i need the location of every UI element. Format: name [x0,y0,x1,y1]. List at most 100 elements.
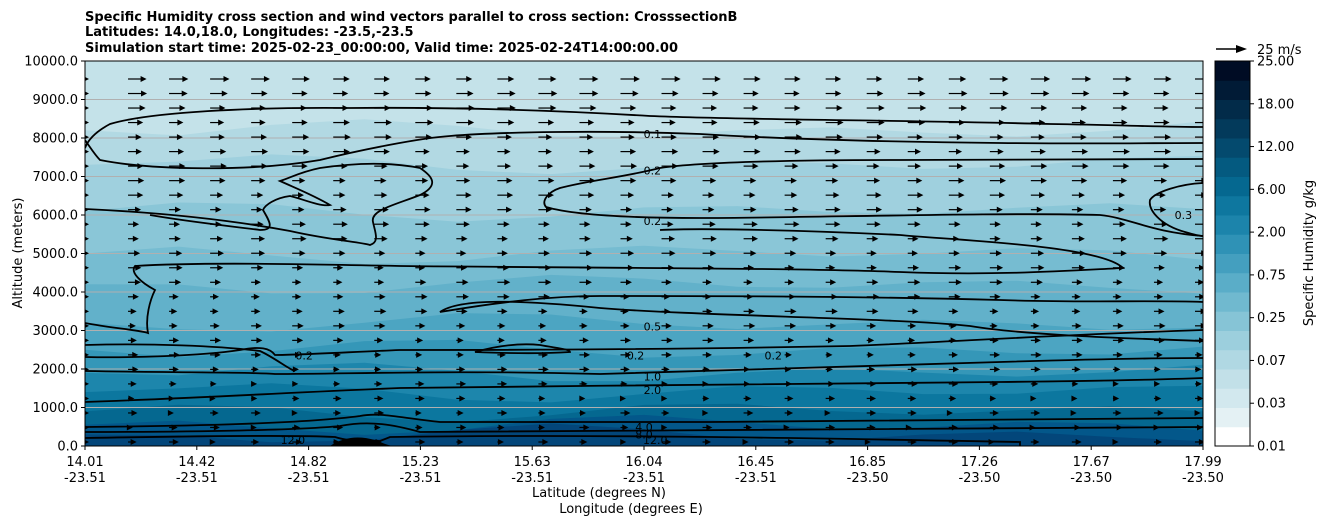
colorbar-segment [1215,388,1250,408]
wind-vector [251,337,263,344]
wind-vector [538,351,549,358]
wind-vector [1153,148,1172,155]
wind-vector [784,221,800,228]
wind-vector [702,409,709,416]
wind-vector [251,192,264,199]
wind-vector [579,250,593,257]
wind-vector [497,424,505,431]
wind-vector [579,424,590,431]
wind-vector [128,380,137,387]
wind-vector [1112,424,1123,431]
y-axis-label: Altitude (meters) [11,198,26,309]
wind-vector [251,380,258,387]
wind-vector [1071,395,1078,402]
contour-label: 0.2 [627,350,645,363]
wind-vector [1071,337,1083,344]
wind-vector [661,439,672,445]
wind-vector [169,221,181,228]
wind-vector [126,424,133,431]
wind-vector [1195,279,1203,286]
wind-vector [209,439,216,445]
colorbar-tick-label: 0.01 [1257,440,1286,455]
wind-vector [497,351,506,358]
wind-vector [456,322,466,329]
wind-vector [1071,134,1087,141]
wind-vector [128,293,139,300]
contour-line-0.2-mid [85,228,1126,335]
wind-vector [251,250,266,257]
wind-vector [989,221,1001,228]
wind-vector [210,235,224,242]
wind-vector [907,134,923,141]
wind-vector [907,395,917,402]
y-tick-label: 3000.0 [33,324,79,339]
contour-line-0.5 [85,329,1203,359]
wind-vector [989,293,1001,300]
wind-vector [784,235,799,242]
wind-vector [1030,351,1042,358]
wind-vector [1030,366,1041,373]
wind-vector [415,380,425,387]
contour-line-0.2-upper [85,162,433,246]
wind-vector [128,206,142,213]
wind-vector [333,90,349,97]
wind-vector [702,235,717,242]
wind-vector [128,163,144,170]
wind-vector [661,351,672,358]
wind-vector [292,322,304,329]
wind-vector [743,308,755,315]
wind-vector [456,192,472,199]
wind-vector [948,380,959,387]
wind-vector [989,192,1006,199]
wind-vector [292,119,308,126]
wind-vector [1153,308,1165,315]
wind-vector [128,76,147,82]
wind-vector [948,279,962,286]
wind-vector [1030,235,1043,242]
wind-vector [374,134,392,141]
wind-vector [1030,380,1039,387]
wind-vector [907,105,927,112]
wind-vector [1112,148,1130,155]
colorbar-segment [1215,330,1250,351]
wind-vector [743,264,755,271]
wind-vector [579,206,592,213]
wind-vector [1071,76,1092,82]
wind-vector [579,395,586,402]
wind-vector [1153,424,1160,431]
wind-vector [866,76,883,82]
wind-vector [907,351,916,358]
wind-vector [1195,92,1203,95]
wind-vector [620,235,633,242]
contour-line-4 [85,413,1203,428]
wind-vector [743,76,761,82]
wind-vector [988,439,995,445]
wind-vector [907,119,926,126]
wind-vector [1112,264,1126,271]
wind-vector [333,409,342,416]
wind-vector [620,148,637,155]
wind-vector [1030,221,1042,228]
contour-line-0.2-small [474,343,571,355]
colorbar-segment [1215,215,1250,235]
wind-vector [1153,366,1161,373]
wind-vector [619,395,626,402]
wind-vector [907,206,923,213]
wind-vector [825,424,836,431]
wind-vector [825,105,843,112]
x-tick-label-lon: -23.51 [288,471,330,486]
wind-vector [169,192,184,199]
contour-line-0.2-right [543,158,1203,237]
wind-vector [1071,366,1081,373]
wind-vector [169,206,182,213]
wind-vector [661,134,677,141]
wind-vector [579,90,599,97]
wind-vector [989,148,1004,155]
wind-vector [497,308,508,315]
wind-vector [784,119,802,126]
wind-vector [1030,395,1037,402]
wind-vector [825,148,841,155]
wind-vector [538,134,553,141]
wind-vector [1112,308,1123,315]
wind-vector [538,380,548,387]
